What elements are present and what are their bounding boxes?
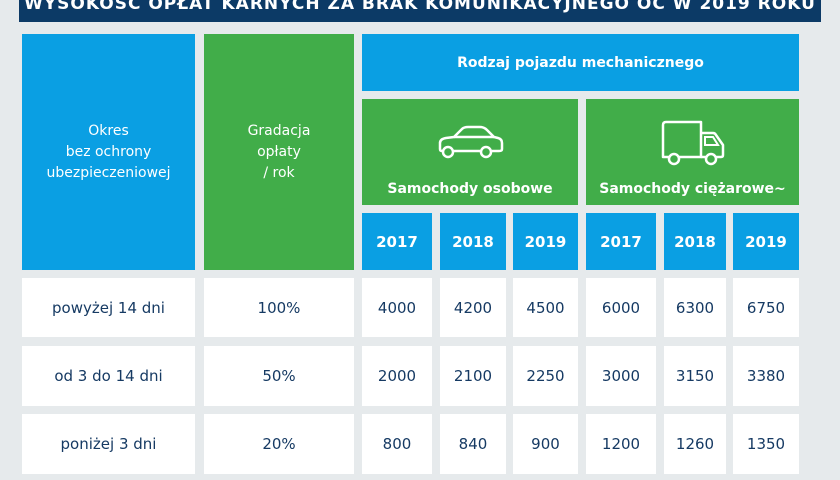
- trucks-label: Samochody ciężarowe~: [599, 181, 786, 197]
- table-title: WYSOKOŚĆ OPŁAT KARNYCH ZA BRAK KOMUNIKAC…: [19, 0, 821, 22]
- value-cell: 1260: [664, 414, 726, 474]
- car-icon: [434, 121, 506, 165]
- gradation-cell: 100%: [204, 278, 354, 337]
- value-cell: 6300: [664, 278, 726, 337]
- value-cell: 2000: [362, 346, 432, 406]
- gradation-cell: 50%: [204, 346, 354, 406]
- period-cell: od 3 do 14 dni: [22, 346, 195, 406]
- value-cell: 4500: [513, 278, 578, 337]
- gradation-cell: 20%: [204, 414, 354, 474]
- gradation-header-text: Gradacja opłaty / rok: [247, 122, 311, 181]
- value-cell: 6750: [733, 278, 799, 337]
- value-cell: 900: [513, 414, 578, 474]
- vehicle-type-header: Rodzaj pojazdu mechanicznego: [362, 34, 799, 91]
- value-cell: 840: [440, 414, 506, 474]
- year-header: 2019: [733, 213, 799, 270]
- period-header-text: Okres bez ochrony ubezpieczeniowej: [46, 122, 171, 181]
- year-header: 2017: [362, 213, 432, 270]
- value-cell: 800: [362, 414, 432, 474]
- period-cell: powyżej 14 dni: [22, 278, 195, 337]
- year-header: 2018: [440, 213, 506, 270]
- year-header: 2019: [513, 213, 578, 270]
- cars-header: Samochody osobowe: [362, 99, 578, 205]
- truck-icon: [657, 120, 729, 166]
- value-cell: 3000: [586, 346, 656, 406]
- year-header: 2017: [586, 213, 656, 270]
- cars-label: Samochody osobowe: [387, 181, 553, 197]
- value-cell: 2100: [440, 346, 506, 406]
- year-header: 2018: [664, 213, 726, 270]
- value-cell: 1350: [733, 414, 799, 474]
- value-cell: 1200: [586, 414, 656, 474]
- period-header: Okres bez ochrony ubezpieczeniowej: [22, 34, 195, 270]
- gradation-header: Gradacja opłaty / rok: [204, 34, 354, 270]
- value-cell: 4200: [440, 278, 506, 337]
- trucks-header: Samochody ciężarowe~: [586, 99, 799, 205]
- value-cell: 4000: [362, 278, 432, 337]
- value-cell: 6000: [586, 278, 656, 337]
- period-cell: poniżej 3 dni: [22, 414, 195, 474]
- value-cell: 3380: [733, 346, 799, 406]
- value-cell: 2250: [513, 346, 578, 406]
- value-cell: 3150: [664, 346, 726, 406]
